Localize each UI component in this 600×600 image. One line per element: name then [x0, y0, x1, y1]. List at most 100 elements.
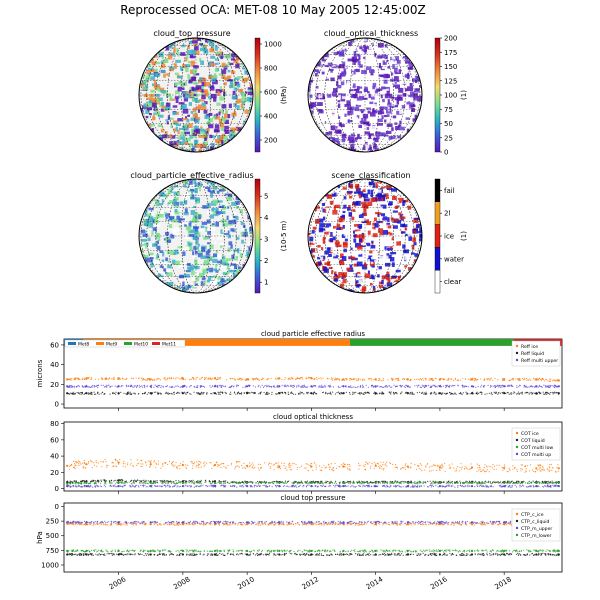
scatter-dot	[414, 378, 416, 381]
map-cloud-pixel	[379, 255, 384, 260]
map-cloud-pixel	[360, 40, 364, 45]
colorbar-tick-label: 400	[264, 113, 277, 121]
scatter-dot	[302, 378, 304, 380]
map-cloud-pixel	[363, 45, 366, 48]
scatter-dot	[238, 466, 240, 468]
scatter-dot	[330, 378, 332, 380]
map-cloud-pixel	[148, 208, 154, 211]
map-cloud-pixel	[187, 242, 193, 246]
map-cloud-pixel	[380, 204, 387, 209]
scatter-dot	[195, 466, 197, 468]
scatter-dot	[169, 386, 171, 388]
map-cloud-pixel	[400, 217, 404, 221]
map-cloud-pixel	[365, 143, 370, 149]
scatter-dot	[209, 378, 211, 380]
map-cloud-pixel	[191, 270, 195, 276]
scatter-dot	[129, 464, 131, 466]
scatter-dot	[487, 384, 489, 386]
scatter-dot	[536, 393, 539, 395]
scatter-dot	[555, 386, 558, 388]
scatter-dot	[116, 465, 118, 468]
scatter-dot	[454, 378, 456, 380]
scatter-dot	[404, 466, 406, 468]
scatter-dot	[454, 384, 456, 387]
scatter-dot	[95, 385, 97, 387]
map-cloud-pixel	[324, 98, 330, 103]
scatter-dot	[405, 384, 407, 386]
map-cloud-pixel	[411, 261, 415, 267]
map-disk	[308, 38, 422, 152]
map-cloud-pixel	[160, 128, 164, 133]
map-cloud-pixel	[331, 137, 335, 142]
map-meridian-line	[167, 38, 225, 152]
scatter-dot	[379, 464, 381, 466]
map-cloud-pixel	[408, 104, 413, 109]
scatter-dot	[226, 379, 228, 381]
map-cloud-pixel	[399, 109, 404, 114]
map-cloud-pixel	[158, 236, 161, 241]
map-cloud-pixel	[393, 201, 400, 206]
scatter-dot	[429, 480, 431, 482]
map-cloud-pixel	[175, 98, 179, 103]
scatter-dot	[392, 392, 394, 394]
map-cloud-pixel	[220, 278, 225, 283]
map-cloud-pixel	[367, 134, 372, 140]
scatter-dot	[236, 378, 239, 380]
scatter-dot	[430, 482, 433, 484]
map-cloud-pixel	[399, 214, 404, 218]
scatter-dot	[96, 465, 98, 467]
map-disk-outline	[307, 178, 423, 294]
map-cloud-pixel	[190, 117, 196, 121]
map-cloud-pixel	[361, 229, 364, 232]
scatter-dot	[203, 391, 205, 394]
scatter-dot	[442, 392, 444, 394]
scatter-dot	[538, 385, 540, 387]
map-cloud-pixel	[175, 232, 180, 238]
scatter-dot	[165, 391, 167, 393]
map-cloud-pixel	[364, 263, 367, 268]
scatter-dot	[188, 378, 190, 381]
map-cloud-pixel	[396, 79, 400, 83]
scatter-dot	[324, 467, 326, 469]
map-cloud-pixel	[321, 247, 324, 250]
map-cloud-pixel	[344, 267, 348, 272]
scatter-dot	[292, 378, 294, 380]
scatter-dot	[123, 461, 125, 463]
scatter-dot	[95, 393, 97, 395]
map-cloud-pixel	[175, 126, 178, 132]
scatter-dot	[389, 462, 391, 464]
map-cloud-pixel	[323, 77, 326, 82]
map-cloud-pixel	[343, 196, 347, 200]
map-cloud-pixel	[351, 234, 355, 238]
colorbar-tick-label: 75	[444, 106, 453, 114]
scatter-dot	[234, 379, 236, 381]
map-cloud-pixel	[165, 45, 170, 51]
scatter-dot	[549, 463, 551, 466]
map-cloud-pixel	[397, 207, 403, 212]
map-cloud-pixel	[382, 218, 386, 223]
map-cloud-pixel	[348, 241, 354, 246]
scatter-dot	[220, 385, 222, 387]
map-cloud-pixel	[403, 108, 408, 113]
map-cloud-pixel	[165, 106, 171, 111]
scatter-dot	[495, 391, 497, 393]
map-cloud-pixel	[366, 221, 371, 226]
map-cloud-pixel	[370, 193, 374, 198]
map-cloud-pixel	[321, 203, 326, 206]
scatter-dot	[297, 378, 299, 380]
scatter-dot	[113, 377, 115, 379]
map-cloud-pixel	[341, 272, 348, 277]
scatter-dot	[508, 467, 510, 469]
scatter-dot	[451, 385, 453, 387]
map-cloud-pixel	[327, 80, 334, 83]
scatter-dot	[475, 386, 477, 388]
scatter-dot	[541, 386, 543, 388]
scatter-dot	[273, 385, 275, 387]
scatter-dot	[70, 392, 72, 394]
scatter-dot	[358, 464, 360, 467]
scatter-dot	[240, 379, 242, 381]
map-cloud-pixel	[230, 263, 237, 266]
map-cloud-pixel	[214, 128, 219, 133]
